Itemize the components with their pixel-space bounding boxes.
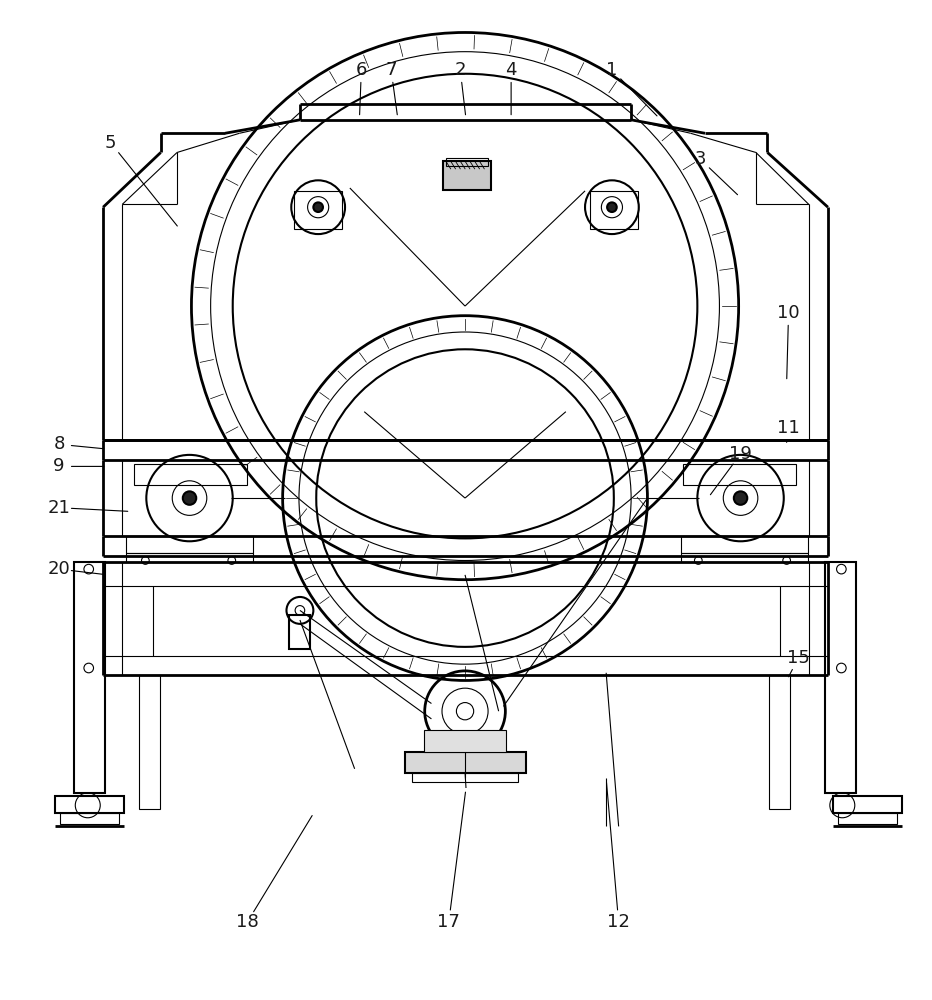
- Text: 18: 18: [236, 913, 258, 931]
- Text: 1: 1: [606, 61, 618, 79]
- Text: 21: 21: [48, 499, 71, 517]
- Circle shape: [183, 491, 197, 505]
- Circle shape: [607, 202, 617, 212]
- Bar: [424, 730, 506, 752]
- Bar: [139, 675, 159, 809]
- Text: 15: 15: [787, 649, 810, 667]
- Text: 4: 4: [505, 61, 517, 79]
- Bar: [55, 796, 124, 813]
- Bar: [590, 191, 637, 229]
- Text: 3: 3: [694, 150, 706, 168]
- Bar: [412, 773, 518, 782]
- Text: 5: 5: [105, 134, 116, 152]
- Text: 11: 11: [777, 419, 800, 437]
- Bar: [289, 615, 310, 649]
- Text: 19: 19: [729, 445, 752, 463]
- Bar: [295, 191, 342, 229]
- Circle shape: [733, 491, 747, 505]
- Text: 20: 20: [48, 560, 70, 578]
- Text: 6: 6: [356, 61, 367, 79]
- Bar: [443, 161, 491, 190]
- Bar: [126, 536, 253, 553]
- Bar: [825, 562, 856, 793]
- Circle shape: [313, 202, 323, 212]
- Bar: [683, 464, 796, 485]
- Bar: [681, 536, 808, 553]
- Bar: [126, 553, 253, 562]
- Bar: [445, 158, 488, 166]
- Text: 7: 7: [385, 61, 397, 79]
- Text: 2: 2: [455, 61, 466, 79]
- Text: 9: 9: [53, 457, 64, 475]
- Bar: [832, 796, 902, 813]
- Bar: [75, 562, 105, 793]
- Bar: [681, 553, 808, 562]
- Bar: [134, 464, 247, 485]
- Text: 8: 8: [53, 435, 64, 453]
- Bar: [838, 813, 897, 824]
- Text: 17: 17: [437, 913, 460, 931]
- Bar: [769, 675, 790, 809]
- Text: 10: 10: [777, 304, 800, 322]
- Text: 12: 12: [608, 913, 630, 931]
- Bar: [404, 752, 526, 773]
- Bar: [60, 813, 119, 824]
